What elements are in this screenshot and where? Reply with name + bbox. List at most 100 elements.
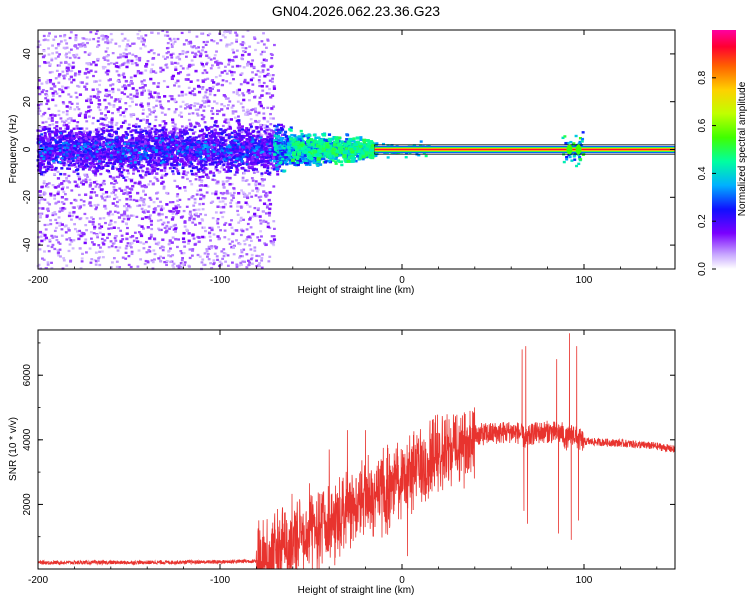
spectrogram-cell [56, 55, 60, 58]
spectrogram-cell [145, 132, 149, 135]
spectrogram-cell [116, 249, 120, 252]
spectrogram-cell [139, 135, 143, 139]
spectrogram-cell [193, 125, 197, 129]
spectrogram-cell [99, 188, 103, 191]
spectrogram-cell [228, 31, 232, 35]
spectrogram-cell [204, 43, 208, 46]
spectrogram-cell [221, 136, 225, 140]
spectrogram-cell [92, 116, 95, 120]
spectrogram-cell [49, 114, 53, 117]
spectrogram-cell [77, 114, 82, 117]
spectrogram-cell [191, 165, 195, 168]
spectrogram-cell [134, 55, 138, 58]
spectrogram-cell [181, 67, 185, 70]
spectrogram-cell [218, 260, 222, 263]
spectrogram-cell [223, 236, 227, 239]
spectrogram-cell [174, 68, 178, 72]
spectrogram-cell [245, 127, 249, 130]
spectrogram-cell [94, 185, 98, 188]
spectrogram-cell [265, 125, 269, 128]
spectrogram-cell [37, 150, 41, 154]
spectrogram-cell [246, 62, 249, 66]
spectrogram-cell [141, 137, 145, 140]
spectrogram-cell [137, 224, 141, 227]
spectrogram-cell [56, 43, 60, 46]
spectrogram-cell [130, 97, 134, 100]
spectrogram-cell [135, 63, 139, 67]
spectrogram-cell [217, 238, 221, 241]
spectrogram-cell [174, 204, 178, 208]
spectrogram-cell [197, 90, 202, 94]
spectrogram-cell [192, 87, 196, 91]
spectrogram-cell [50, 130, 54, 133]
spectrogram-cell [241, 35, 245, 38]
spectrogram-cell [188, 135, 192, 139]
spectrogram-cell [92, 147, 96, 151]
spectrogram-cell [41, 257, 44, 260]
spectrogram-cell [220, 143, 224, 146]
spectrogram-cell [175, 195, 179, 198]
spectrogram-cell [163, 34, 167, 37]
spectrogram-cell [271, 142, 275, 145]
spectrogram-cell [189, 45, 193, 48]
spectrogram-cell [216, 148, 220, 151]
spectrogram-cell [245, 194, 249, 197]
spectrogram-cell [106, 236, 109, 240]
spectrogram-cell [111, 87, 115, 91]
spectrogram-cell [133, 181, 137, 185]
spectrogram-cell [96, 131, 100, 134]
spectrogram-cell [61, 90, 65, 94]
spectrogram-cell [68, 243, 72, 246]
spectrogram-cell [153, 252, 157, 256]
spectrogram-cell [139, 47, 143, 50]
spectrogram-cell [126, 217, 130, 221]
spectrogram-cell [121, 85, 125, 88]
spectrogram-cell [230, 164, 234, 167]
spectrogram-cell [61, 145, 65, 148]
spectrogram-cell [245, 238, 249, 241]
spectrogram-cell [130, 250, 134, 253]
spectrogram-cell [145, 167, 149, 170]
spectrogram-cell [120, 164, 124, 168]
spectrogram-cell [160, 134, 164, 137]
spectrogram-cell [161, 55, 165, 58]
spectrogram-cell [272, 117, 275, 120]
spectrogram-cell [141, 86, 145, 89]
spectrogram-cell [223, 154, 227, 157]
spectrogram-cell [102, 131, 106, 134]
spectrogram-cell [241, 179, 245, 182]
spectrogram-cell [85, 157, 89, 161]
spectrogram-cell [195, 174, 199, 177]
spectrogram-cell [223, 31, 226, 34]
spectrogram-cell [101, 233, 105, 236]
spectrogram-cell [118, 140, 122, 144]
spectrogram-cell [204, 184, 208, 187]
spectrogram-cell [175, 264, 179, 268]
spectrogram-cell [168, 161, 171, 164]
spectrogram-cell [70, 155, 74, 159]
spectrogram-cell [201, 167, 205, 171]
spectrogram-cell [193, 102, 197, 105]
spectrogram-cell [122, 217, 126, 220]
spectrogram-cell [95, 194, 99, 197]
spectrogram-cell [60, 187, 64, 191]
spectrogram-cell [96, 119, 100, 123]
spectrogram-cell [43, 192, 47, 195]
spectrogram-cell [211, 107, 214, 110]
spectrogram-cell [270, 167, 274, 170]
spectrogram-cell [185, 152, 189, 156]
spectrogram-cell [50, 261, 53, 264]
spectrogram-cell [175, 127, 179, 130]
spectrogram-cell [149, 160, 153, 163]
spectrogram-cell [135, 127, 138, 130]
spectrogram-cell [163, 260, 167, 264]
spectrogram-cell [105, 147, 108, 150]
spectrogram-cell [79, 267, 83, 270]
spectrogram-cell [220, 153, 224, 157]
spectrogram-cell [209, 201, 213, 204]
spectrogram-cell [212, 174, 216, 177]
spectrogram-cell [53, 197, 57, 200]
spectrogram-cell [258, 215, 262, 218]
spectrogram-cell [198, 178, 202, 182]
spectrogram-cell [147, 134, 151, 137]
